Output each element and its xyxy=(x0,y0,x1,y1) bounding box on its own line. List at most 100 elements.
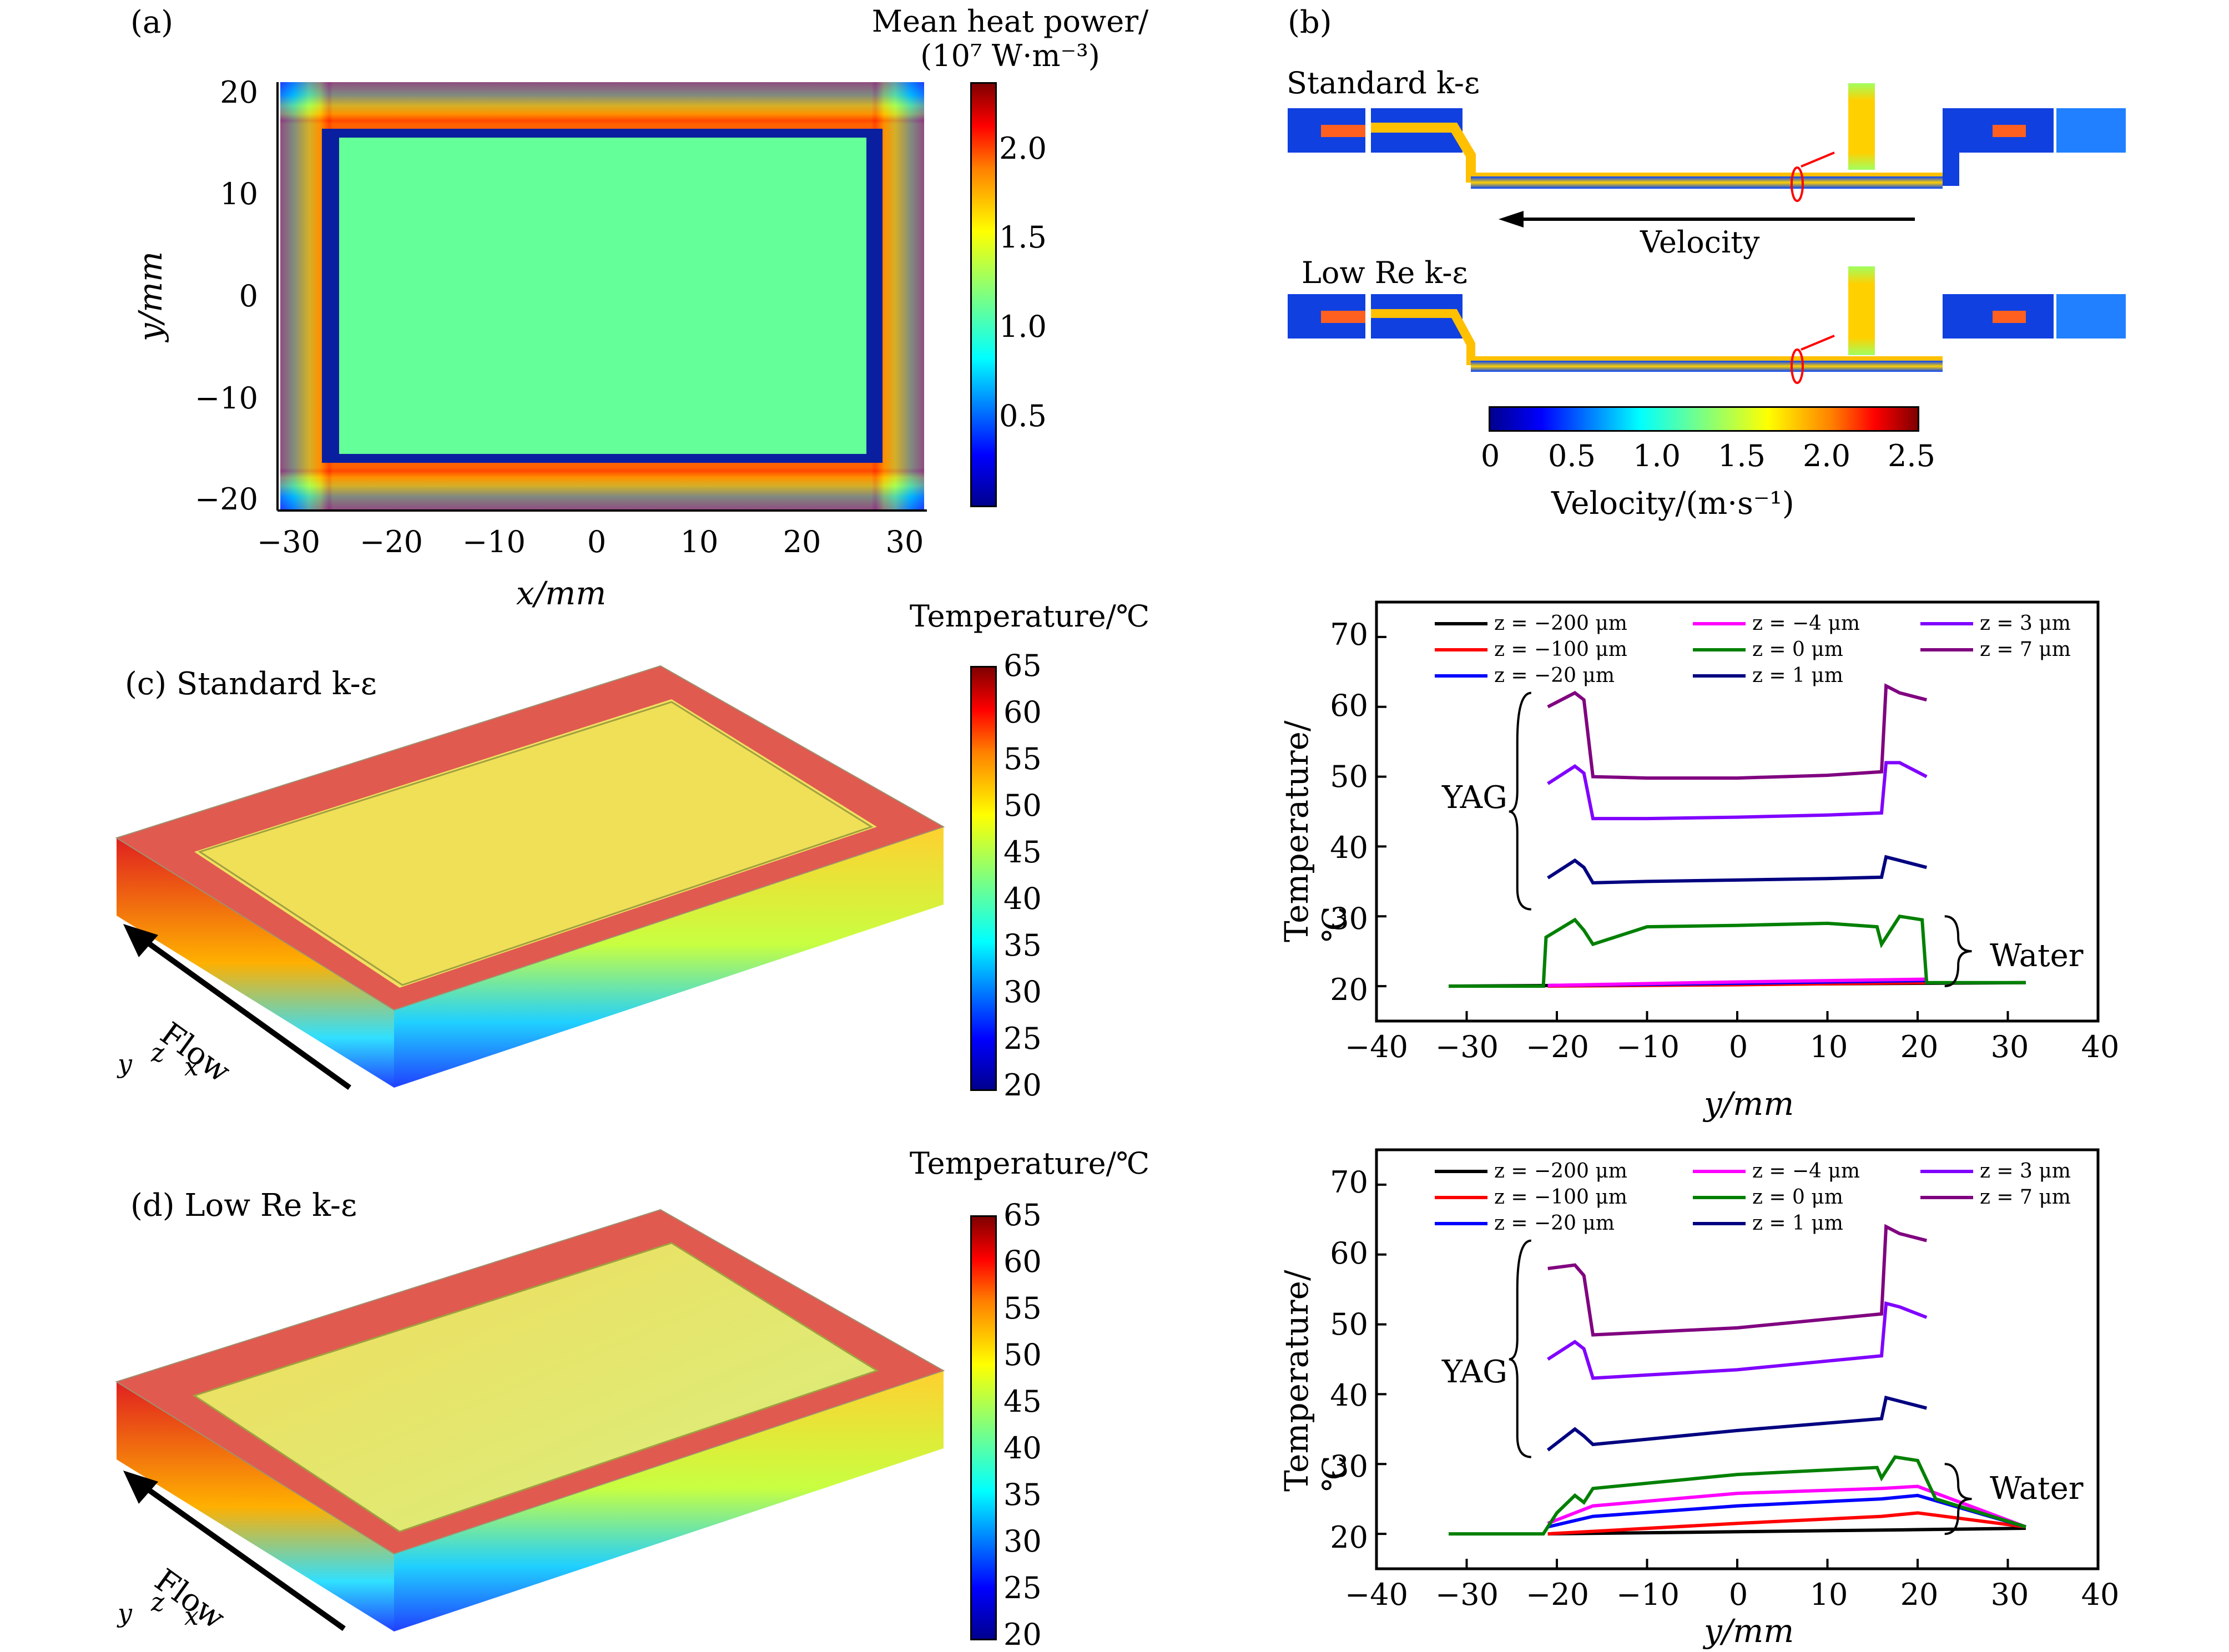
a-xtick-label: −20 xyxy=(360,524,423,559)
panel-b-flow-channels xyxy=(1288,83,2126,384)
series-line xyxy=(1449,1455,2026,1536)
legend-label: z = 7 μm xyxy=(1980,638,2071,661)
c-cb-tick: 45 xyxy=(1003,835,1042,870)
f-xtick-label: −40 xyxy=(1345,1577,1408,1612)
a-xtick-label: 20 xyxy=(783,524,821,559)
panel-e-water-label: Water xyxy=(1990,938,2084,974)
series-line xyxy=(1547,977,1927,987)
f-ytick-label: 30 xyxy=(1330,1449,1368,1484)
b-cb-tick: 2.5 xyxy=(1888,438,1935,473)
c-cb-tick: 30 xyxy=(1003,974,1042,1009)
series-line xyxy=(1546,1396,1927,1452)
b-cb-tick: 1.5 xyxy=(1718,438,1766,473)
legend-item: z = 0 μm xyxy=(1693,1186,1843,1209)
d-axis-z: z xyxy=(151,1587,165,1617)
c-cb-tick: 35 xyxy=(1003,928,1042,963)
panel-b-colorbar xyxy=(1489,406,1919,432)
legend-label: z = 1 μm xyxy=(1752,1212,1843,1235)
panel-c-colorbar xyxy=(970,666,997,1091)
d-axis-y: y xyxy=(118,1598,132,1628)
c-cb-tick: 40 xyxy=(1003,881,1042,916)
legend-label: z = −4 μm xyxy=(1752,612,1860,635)
legend-label: z = −4 μm xyxy=(1752,1160,1860,1183)
c-axis-z: z xyxy=(151,1038,165,1068)
panel-a-axes xyxy=(276,82,927,512)
legend-swatch xyxy=(1693,648,1746,651)
f-xtick-label: 0 xyxy=(1728,1577,1748,1612)
d-cb-tick: 55 xyxy=(1003,1291,1042,1326)
legend-label: z = 3 μm xyxy=(1980,612,2071,635)
b-cb-tick: 1.0 xyxy=(1633,438,1681,473)
legend-swatch xyxy=(1920,648,1973,651)
panel-b-model1: Standard k-ε xyxy=(1287,65,1480,100)
legend-item: z = 7 μm xyxy=(1920,1186,2071,1209)
e-ytick-label: 40 xyxy=(1330,830,1368,865)
d-cb-tick: 45 xyxy=(1003,1384,1042,1419)
f-xtick-label: 20 xyxy=(1900,1577,1939,1612)
legend-item: z = −100 μm xyxy=(1435,1186,1627,1209)
series-line xyxy=(1547,855,1927,885)
panel-f-plot xyxy=(1375,1148,2100,1570)
e-ytick-label: 70 xyxy=(1330,617,1368,652)
panel-a-colorbar-title-line2: (10⁷ W·m⁻³) xyxy=(920,38,1100,74)
e-ytick-label: 20 xyxy=(1330,972,1368,1007)
legend-label: z = 0 μm xyxy=(1752,638,1843,661)
c-cb-tick: 25 xyxy=(1003,1021,1042,1056)
panel-f-xlabel: y/mm xyxy=(1704,1612,1794,1650)
legend-item: z = −4 μm xyxy=(1693,1160,1860,1183)
legend-label: z = −100 μm xyxy=(1494,1186,1627,1209)
f-ytick-label: 50 xyxy=(1330,1307,1368,1342)
e-xtick-label: 30 xyxy=(1990,1029,2029,1064)
f-ytick-label: 60 xyxy=(1330,1236,1368,1271)
c-cb-tick: 55 xyxy=(1003,741,1042,776)
panel-f-ylabel: Temperature/℃ xyxy=(1278,1270,1353,1492)
legend-item: z = −20 μm xyxy=(1435,1212,1615,1235)
legend-swatch xyxy=(1435,1221,1487,1225)
d-cb-tick: 35 xyxy=(1003,1477,1042,1512)
b-cb-tick: 0 xyxy=(1480,438,1500,473)
d-axis-x: x xyxy=(184,1601,199,1631)
yag-brace xyxy=(1509,691,1532,911)
e-xtick-label: −40 xyxy=(1345,1029,1408,1064)
a-ytick-label: 0 xyxy=(239,279,258,314)
f-xtick-label: 10 xyxy=(1809,1577,1848,1612)
d-cb-tick: 25 xyxy=(1003,1570,1042,1605)
a-cb-tick: 1.5 xyxy=(999,220,1047,255)
series-line xyxy=(1547,1527,2026,1536)
e-ytick-label: 30 xyxy=(1330,901,1368,936)
d-cb-tick: 60 xyxy=(1003,1244,1042,1279)
b-cb-tick: 2.0 xyxy=(1803,438,1850,473)
series-line xyxy=(1547,761,1928,821)
e-xtick-label: −10 xyxy=(1616,1029,1680,1064)
legend-swatch xyxy=(1693,1221,1746,1225)
a-ytick-label: 20 xyxy=(220,75,258,110)
legend-label: z = −100 μm xyxy=(1494,638,1627,661)
legend-swatch xyxy=(1693,674,1746,678)
legend-label: z = −200 μm xyxy=(1494,1160,1627,1183)
panel-e-ylabel: Temperature/℃ xyxy=(1278,720,1353,942)
c-cb-tick: 20 xyxy=(1003,1068,1042,1103)
series-line xyxy=(1547,1511,2026,1536)
legend-item: z = 1 μm xyxy=(1693,1212,1843,1235)
series-line xyxy=(1547,683,1927,780)
legend-swatch xyxy=(1435,648,1487,651)
panel-e-yag-label: YAG xyxy=(1442,780,1507,816)
a-cb-tick: 1.0 xyxy=(999,309,1047,344)
series-line xyxy=(1547,1224,1927,1337)
d-cb-tick: 50 xyxy=(1003,1337,1042,1372)
e-xtick-label: 0 xyxy=(1728,1029,1748,1064)
legend-label: z = 7 μm xyxy=(1980,1186,2071,1209)
legend-item: z = −20 μm xyxy=(1435,664,1615,687)
panel-a-colorbar-title-line1: Mean heat power/ xyxy=(871,4,1149,39)
panel-e-xlabel: y/mm xyxy=(1704,1085,1794,1123)
a-xtick-label: −10 xyxy=(462,524,526,559)
legend-label: z = −200 μm xyxy=(1494,612,1627,635)
panel-d-3d-slab xyxy=(115,1209,945,1631)
d-cb-tick: 20 xyxy=(1003,1617,1042,1652)
panel-a-heatmap xyxy=(280,82,924,509)
e-xtick-label: 20 xyxy=(1900,1029,1939,1064)
legend-item: z = 7 μm xyxy=(1920,638,2071,661)
panel-a-colorbar xyxy=(970,82,997,507)
yag-brace xyxy=(1509,1239,1532,1458)
legend-swatch xyxy=(1693,1169,1746,1173)
